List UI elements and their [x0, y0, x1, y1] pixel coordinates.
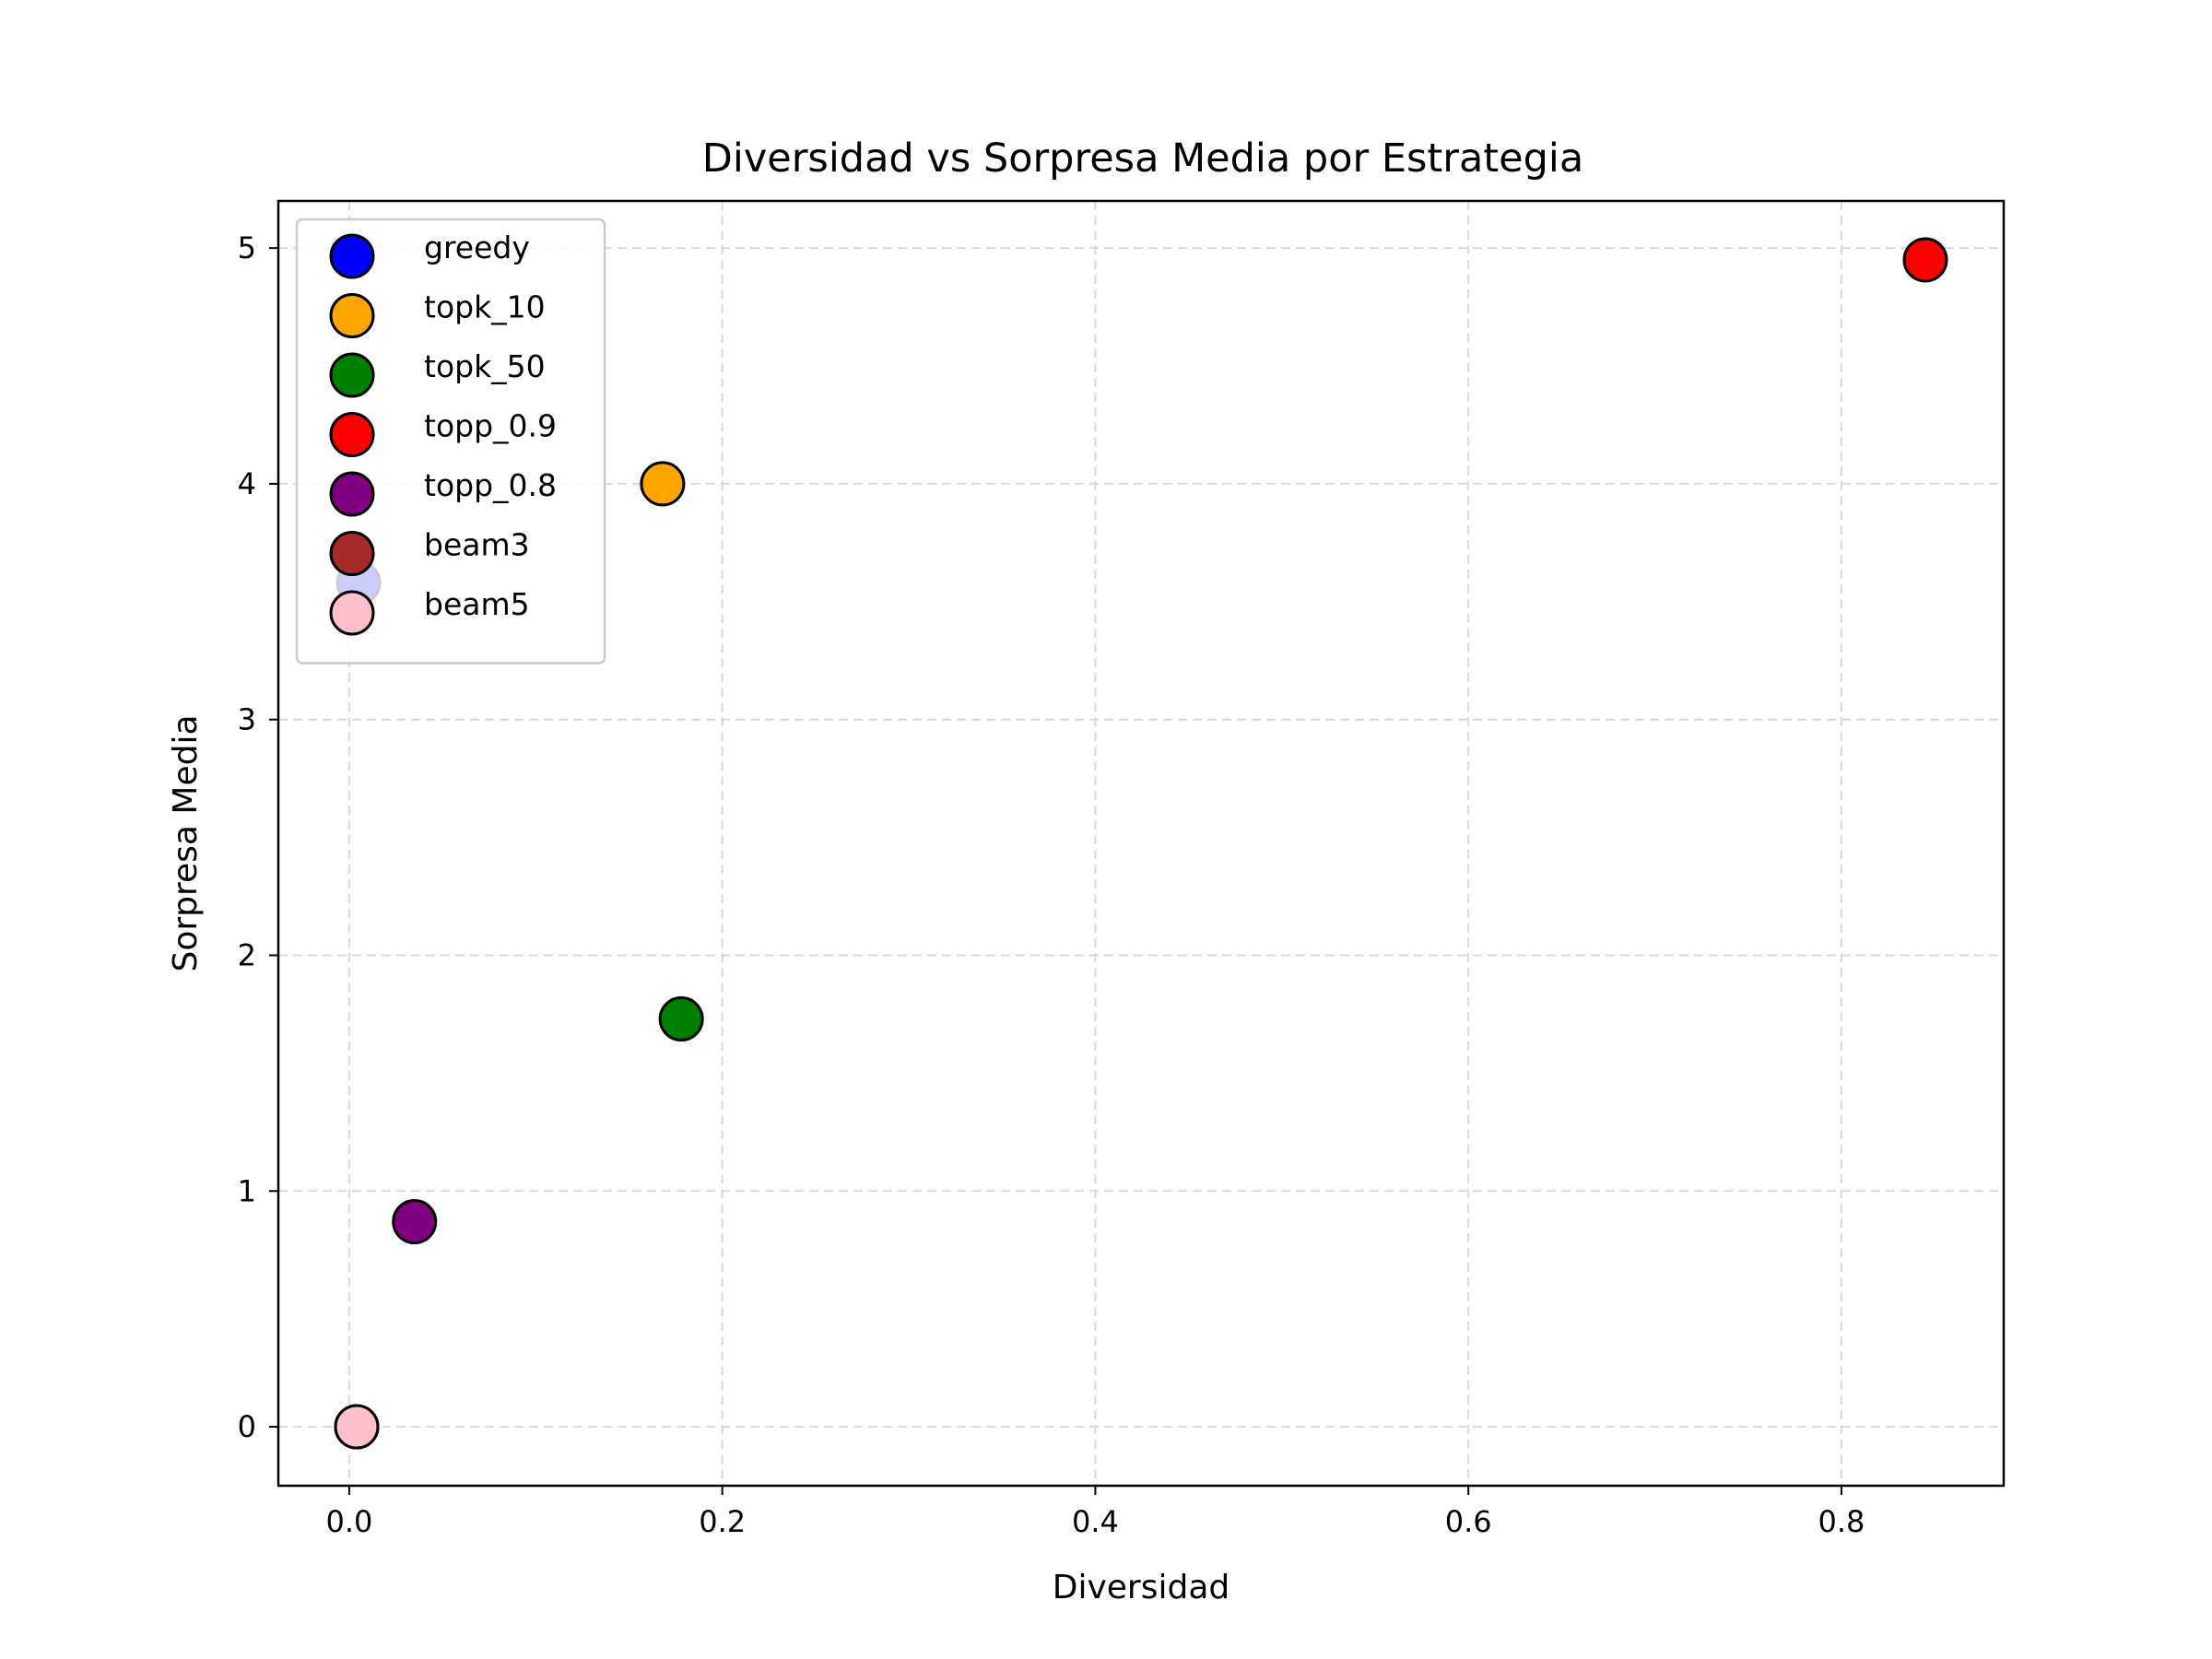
point-topp-0-8	[392, 1199, 438, 1245]
legend-label: topk_50	[424, 348, 546, 384]
y-tick-label: 1	[238, 1173, 256, 1208]
legend-marker	[329, 590, 375, 636]
legend-label: topp_0.9	[424, 408, 557, 444]
legend-label: beam5	[424, 586, 530, 622]
y-tick-label: 5	[238, 230, 256, 265]
legend-label: topk_10	[424, 289, 546, 325]
y-tick-label: 3	[238, 702, 256, 737]
plot-frame	[276, 199, 2006, 1488]
chart-title: Diversidad vs Sorpresa Media por Estrate…	[702, 135, 1583, 182]
legend-marker	[329, 352, 375, 398]
x-tick-label: 0.0	[325, 1504, 372, 1539]
x-tick-label: 0.8	[1818, 1504, 1865, 1539]
legend-label: beam3	[424, 527, 530, 563]
x-tick-label: 0.2	[699, 1504, 746, 1539]
legend: greedy topk_10 topk_50 topp_0.9 topp_0.8beam…	[295, 218, 606, 665]
axis-ticks: 0.0 0.2 0.4 0.6 0.8 0 1 2 3 4 5	[238, 230, 1865, 1539]
legend-marker	[329, 293, 375, 338]
x-axis-label: Diversidad	[1053, 1569, 1230, 1606]
y-tick-label: 2	[238, 937, 256, 972]
legend-marker	[329, 531, 375, 576]
point-topp-0-9	[1902, 237, 1948, 283]
point-beam5	[334, 1404, 380, 1450]
y-tick-label: 0	[238, 1409, 256, 1444]
point-topk-10	[640, 461, 686, 507]
legend-marker	[329, 233, 375, 279]
y-tick-label: 4	[238, 466, 256, 501]
legend-label: topp_0.8	[424, 467, 557, 503]
point-topk-50	[658, 996, 704, 1042]
y-axis-label: Sorpresa Media	[167, 714, 205, 971]
legend-marker	[329, 471, 375, 517]
x-tick-label: 0.4	[1072, 1504, 1119, 1539]
legend-label: greedy	[424, 229, 530, 265]
legend-marker	[329, 412, 375, 457]
x-tick-label: 0.6	[1445, 1504, 1492, 1539]
